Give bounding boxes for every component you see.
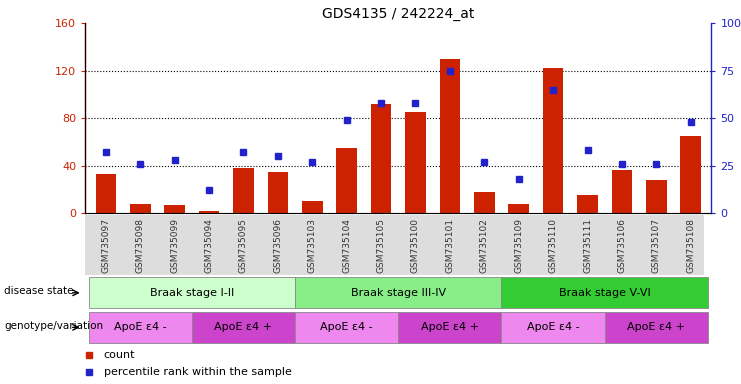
Text: GSM735107: GSM735107: [652, 218, 661, 273]
Text: ApoE ε4 +: ApoE ε4 +: [214, 322, 273, 333]
Text: percentile rank within the sample: percentile rank within the sample: [104, 366, 291, 377]
Bar: [302, 201, 322, 213]
Text: GSM735105: GSM735105: [376, 218, 385, 273]
Bar: [130, 204, 150, 213]
Bar: [96, 174, 116, 213]
Bar: [508, 204, 529, 213]
Bar: [89, 277, 295, 308]
Bar: [680, 136, 701, 213]
Bar: [295, 277, 502, 308]
Bar: [165, 205, 185, 213]
Text: ApoE ε4 +: ApoE ε4 +: [421, 322, 479, 333]
Bar: [399, 312, 502, 343]
Bar: [611, 170, 632, 213]
Text: GSM735109: GSM735109: [514, 218, 523, 273]
Text: GSM735095: GSM735095: [239, 218, 248, 273]
Text: GSM735098: GSM735098: [136, 218, 144, 273]
Text: count: count: [104, 350, 135, 360]
Bar: [605, 312, 708, 343]
Text: ApoE ε4 +: ApoE ε4 +: [628, 322, 685, 333]
Text: GSM735102: GSM735102: [479, 218, 489, 273]
Text: GSM735101: GSM735101: [445, 218, 454, 273]
Text: Braak stage V-VI: Braak stage V-VI: [559, 288, 651, 298]
Text: Braak stage I-II: Braak stage I-II: [150, 288, 234, 298]
Text: GSM735097: GSM735097: [102, 218, 110, 273]
Text: Braak stage III-IV: Braak stage III-IV: [350, 288, 446, 298]
Bar: [577, 195, 598, 213]
Bar: [502, 312, 605, 343]
Bar: [199, 211, 219, 213]
Text: GSM735110: GSM735110: [548, 218, 558, 273]
Bar: [336, 148, 357, 213]
Text: GSM735106: GSM735106: [617, 218, 626, 273]
Bar: [233, 168, 253, 213]
Text: GSM735100: GSM735100: [411, 218, 420, 273]
Bar: [192, 312, 295, 343]
Bar: [502, 277, 708, 308]
Text: ApoE ε4 -: ApoE ε4 -: [114, 322, 167, 333]
Bar: [474, 192, 494, 213]
Bar: [268, 172, 288, 213]
Bar: [439, 59, 460, 213]
Title: GDS4135 / 242224_at: GDS4135 / 242224_at: [322, 7, 474, 21]
Text: GSM735094: GSM735094: [205, 218, 213, 273]
Bar: [295, 312, 399, 343]
Text: ApoE ε4 -: ApoE ε4 -: [527, 322, 579, 333]
Text: ApoE ε4 -: ApoE ε4 -: [320, 322, 373, 333]
Text: GSM735103: GSM735103: [308, 218, 317, 273]
Text: GSM735111: GSM735111: [583, 218, 592, 273]
Bar: [370, 104, 391, 213]
Text: disease state: disease state: [4, 286, 74, 296]
Text: GSM735108: GSM735108: [686, 218, 695, 273]
Bar: [405, 112, 426, 213]
Text: GSM735104: GSM735104: [342, 218, 351, 273]
Text: GSM735099: GSM735099: [170, 218, 179, 273]
Bar: [542, 68, 563, 213]
Text: genotype/variation: genotype/variation: [4, 321, 104, 331]
Bar: [89, 312, 192, 343]
Bar: [646, 180, 667, 213]
Text: GSM735096: GSM735096: [273, 218, 282, 273]
